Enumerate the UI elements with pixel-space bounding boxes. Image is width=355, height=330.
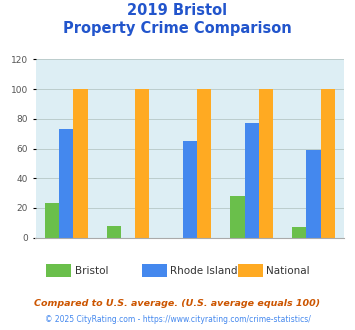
Bar (321, 89, 335, 238)
Bar (197, 89, 211, 238)
Bar (306, 150, 321, 238)
Text: Rhode Island: Rhode Island (170, 266, 238, 276)
Text: National: National (266, 266, 310, 276)
Bar (259, 89, 273, 238)
Text: © 2025 CityRating.com - https://www.cityrating.com/crime-statistics/: © 2025 CityRating.com - https://www.city… (45, 315, 310, 324)
Text: 2019 Bristol: 2019 Bristol (127, 3, 228, 18)
Bar (59, 129, 73, 238)
Bar (183, 141, 197, 238)
Bar (45, 203, 59, 238)
Bar (245, 123, 259, 238)
Bar (292, 227, 306, 238)
Bar (107, 226, 121, 238)
Text: Bristol: Bristol (75, 266, 108, 276)
Text: Property Crime Comparison: Property Crime Comparison (63, 21, 292, 36)
Bar (135, 89, 149, 238)
Bar (230, 196, 245, 238)
Text: Compared to U.S. average. (U.S. average equals 100): Compared to U.S. average. (U.S. average … (34, 299, 321, 308)
Bar (73, 89, 88, 238)
